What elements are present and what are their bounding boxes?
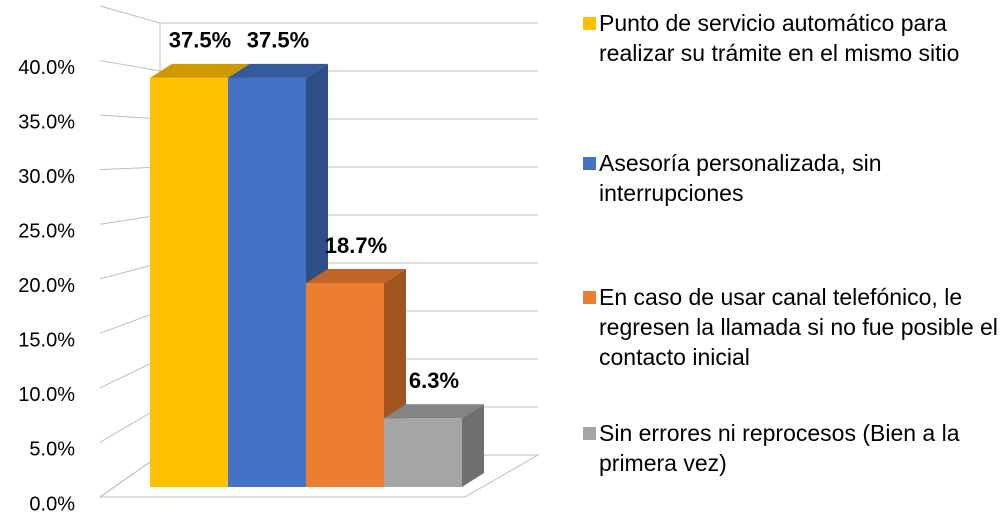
legend-swatch — [583, 157, 596, 170]
bar-top — [384, 404, 484, 419]
legend-label: En caso de usar canal telefónico, le reg… — [599, 284, 998, 370]
y-tick-label: 25.0% — [18, 221, 75, 243]
legend-entry: Punto de servicio automático para realiz… — [583, 8, 1001, 68]
value-label: 18.7% — [325, 233, 387, 258]
y-tick-label: 5.0% — [29, 439, 75, 461]
bar — [384, 418, 462, 487]
legend-label: Asesoría personalizada, sin interrupcion… — [599, 150, 882, 206]
y-tick-label: 10.0% — [18, 384, 75, 406]
value-label: 37.5% — [169, 28, 231, 53]
bar-side — [462, 404, 484, 487]
legend-swatch — [583, 427, 596, 440]
legend-entry: En caso de usar canal telefónico, le reg… — [583, 282, 1001, 372]
y-tick-label: 30.0% — [18, 166, 75, 188]
y-tick-label: 15.0% — [18, 330, 75, 352]
bar — [228, 77, 306, 487]
y-tick-label: 20.0% — [18, 275, 75, 297]
bar — [306, 282, 384, 487]
bar-top — [150, 63, 250, 78]
legend-label: Punto de servicio automático para realiz… — [599, 10, 960, 66]
legend-entry: Asesoría personalizada, sin interrupcion… — [583, 148, 1001, 208]
legend-swatch — [583, 291, 596, 304]
bar — [150, 77, 228, 487]
legend-swatch — [583, 17, 596, 30]
bar-top — [306, 268, 406, 283]
legend-entry: Sin errores ni reprocesos (Bien a la pri… — [583, 418, 1001, 478]
legend-label: Sin errores ni reprocesos (Bien a la pri… — [599, 420, 960, 476]
grid-line — [99, 60, 538, 72]
y-tick-label: 40.0% — [18, 57, 75, 79]
value-label: 6.3% — [409, 368, 459, 393]
wall-edge — [99, 5, 161, 24]
value-label: 37.5% — [247, 28, 309, 53]
bar-top — [228, 63, 328, 78]
y-tick-label: 0.0% — [29, 493, 75, 514]
y-tick-label: 35.0% — [18, 111, 75, 133]
